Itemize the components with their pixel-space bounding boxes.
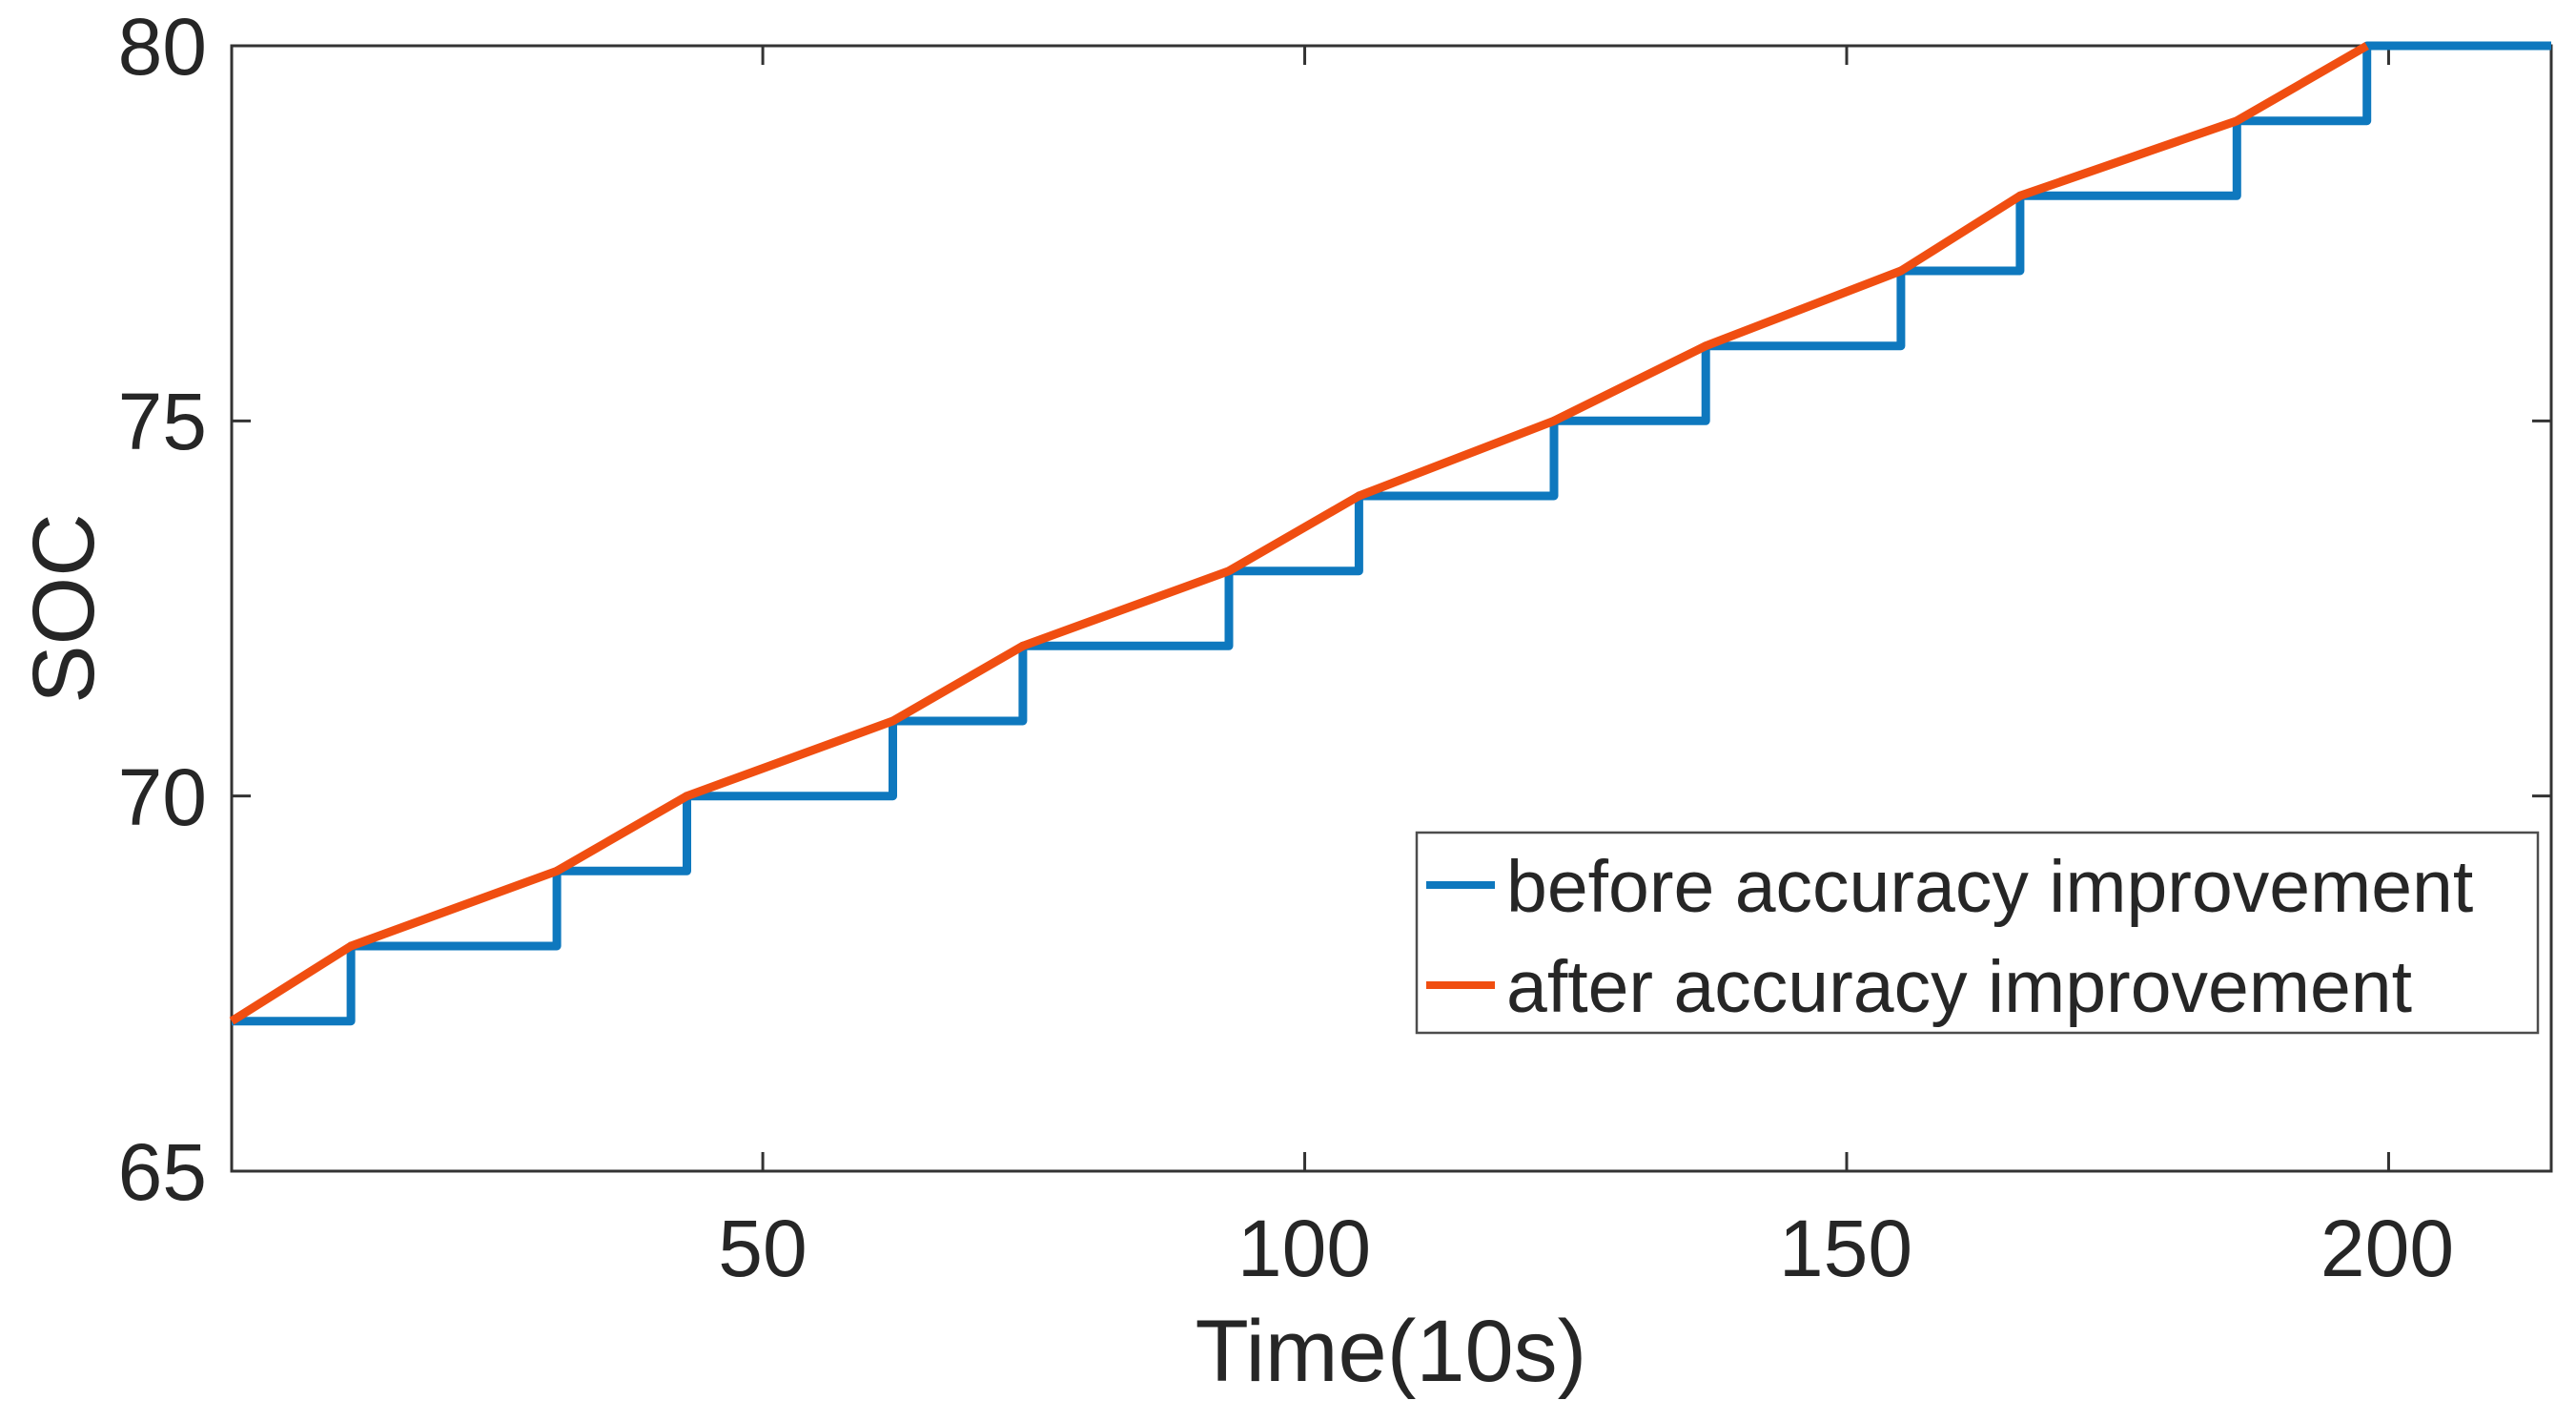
series-line-before: [232, 41, 2551, 1026]
series-line-after: [229, 42, 2369, 1025]
series-lines: [229, 41, 2551, 1026]
legend-label-before: before accuracy improvement: [1506, 846, 2473, 928]
y-axis-label: SOC: [15, 513, 112, 703]
y-tick-label-75: 75: [118, 377, 207, 466]
y-tick-label-65: 65: [118, 1127, 207, 1217]
legend-border: [1415, 831, 2540, 1035]
legend: before accuracy improvement after accura…: [1415, 831, 2540, 1035]
x-axis-label: Time(10s): [1196, 1303, 1587, 1400]
x-tick-label-200: 200: [2320, 1204, 2454, 1293]
axes-box: [230, 44, 2553, 1173]
x-tick-label-50: 50: [718, 1204, 807, 1293]
x-tick-label-100: 100: [1237, 1204, 1371, 1293]
y-tick-label-70: 70: [118, 752, 207, 842]
x-tick-label-150: 150: [1779, 1204, 1912, 1293]
y-tick-label-80: 80: [118, 2, 207, 92]
legend-label-after: after accuracy improvement: [1506, 946, 2412, 1028]
